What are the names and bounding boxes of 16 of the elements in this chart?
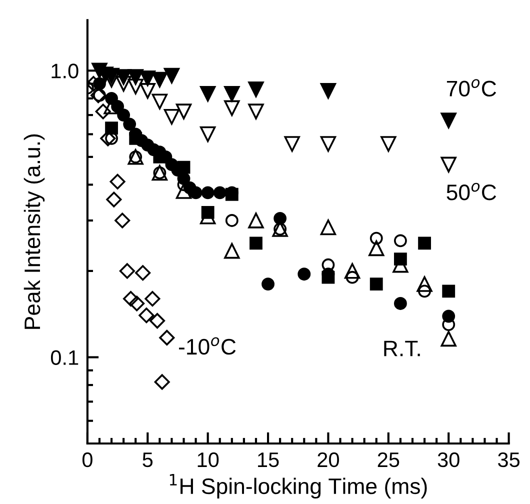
x-tick-label: 20	[318, 452, 339, 468]
x-tick-label: 35	[498, 452, 520, 468]
x-tick-label: 25	[378, 452, 400, 468]
series-label: 50$^{o}$C	[446, 182, 496, 200]
x-tick-label: 10	[198, 452, 219, 468]
y-tick-label: 1.0	[52, 64, 78, 78]
x-tick-label: 5	[142, 452, 153, 468]
annotation: R.T.	[384, 340, 420, 356]
x-tick-label: 30	[438, 452, 460, 468]
y-axis-title: Peak Intensity (a.u.)	[24, 134, 45, 329]
series-label: -10$^{o}$C	[179, 337, 236, 355]
x-axis-title: $^{1}$H Spin-locking Time (ms)	[170, 474, 427, 499]
series-label: 70$^{o}$C	[446, 79, 496, 97]
y-tick-label: 0.1	[50, 350, 78, 365]
x-tick-label: 0	[82, 452, 92, 468]
x-tick-label: 15	[258, 452, 279, 468]
